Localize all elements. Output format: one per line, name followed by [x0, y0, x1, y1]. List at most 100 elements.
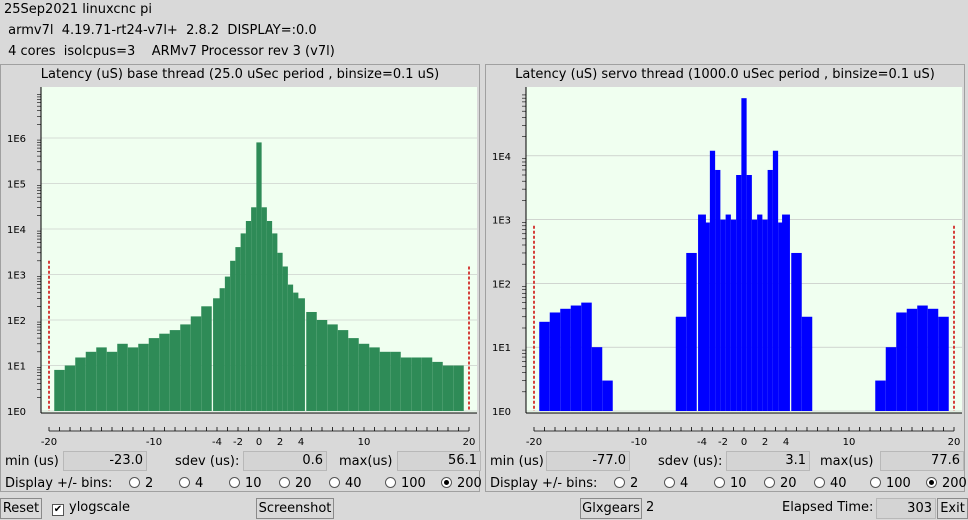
x-tick-label: 4 [298, 437, 304, 448]
bins-radio-4[interactable]: 4 [179, 476, 203, 491]
x-tick-label: -2 [718, 437, 728, 448]
bins-radio-label: 100 [886, 476, 911, 491]
bins-radio-100[interactable]: 100 [385, 476, 426, 491]
histogram-bar [442, 365, 454, 411]
histogram-bar [432, 361, 443, 411]
histogram-bar [927, 308, 939, 411]
checkbox-icon[interactable]: ✔ [52, 504, 64, 516]
bins-radio-200[interactable]: 200 [926, 476, 967, 491]
bins-label: Display +/- bins: [5, 476, 113, 491]
histogram-bar [327, 324, 338, 411]
x-tick-label: 20 [463, 437, 476, 448]
x-tick-label: 2 [277, 437, 283, 448]
histogram-bar [560, 308, 571, 411]
radio-icon[interactable] [279, 477, 290, 488]
x-tick-label: 2 [762, 437, 768, 448]
y-tick-label: 1E6 [7, 134, 26, 145]
bins-radio-20[interactable]: 20 [764, 476, 797, 491]
histogram-bar [348, 338, 359, 411]
histogram-bar [358, 343, 370, 411]
x-tick-label: -4 [212, 437, 222, 448]
bins-selector: Display +/- bins: 2 4 10 20 40 100 200 [486, 475, 967, 493]
screenshot-button[interactable]: Screenshot [256, 498, 334, 519]
bins-radio-10[interactable]: 10 [714, 476, 747, 491]
histogram-bar [698, 214, 706, 411]
bins-radio-40[interactable]: 40 [814, 476, 847, 491]
x-tick-label: -4 [697, 437, 707, 448]
radio-icon[interactable] [229, 477, 240, 488]
histogram-bar [746, 175, 752, 411]
histogram-bar [725, 214, 731, 411]
bins-radio-label: 2 [630, 476, 639, 491]
histogram-bar [875, 380, 886, 411]
histogram-bar [235, 247, 241, 411]
radio-icon[interactable] [329, 477, 340, 488]
radio-icon[interactable] [926, 477, 937, 488]
histogram-bar [421, 357, 433, 411]
bins-radio-100[interactable]: 100 [870, 476, 911, 491]
sdev-label: sdev (us): [658, 454, 723, 469]
y-tick-label: 1E4 [7, 225, 26, 236]
histogram-bar [885, 347, 897, 411]
histogram-bar [379, 351, 391, 411]
y-tick-label: 1E2 [7, 316, 26, 327]
bins-radio-20[interactable]: 20 [279, 476, 312, 491]
servo-thread-title: Latency (uS) servo thread (1000.0 uSec p… [515, 67, 935, 82]
bins-radio-2[interactable]: 2 [614, 476, 638, 491]
sdev-value: 0.6 [243, 451, 327, 471]
histogram-bar [751, 219, 758, 411]
glxgears-count: 2 [646, 500, 655, 515]
bins-radio-label: 100 [401, 476, 426, 491]
histogram-bar [369, 347, 380, 411]
x-tick-label: -20 [41, 437, 57, 448]
max-value: 56.1 [397, 451, 481, 471]
bins-radio-label: 10 [245, 476, 262, 491]
bins-radio-4[interactable]: 4 [664, 476, 688, 491]
histogram-bar [906, 308, 918, 411]
radio-icon[interactable] [714, 477, 725, 488]
x-tick-label: -20 [526, 437, 542, 448]
ylogscale-checkbox[interactable]: ✔ ylogscale [52, 500, 130, 516]
bins-radio-label: 40 [830, 476, 847, 491]
min-label: min (us) [490, 454, 544, 469]
histogram-bar [767, 169, 773, 411]
y-tick-label: 1E5 [7, 180, 26, 191]
glxgears-button[interactable]: Glxgears [580, 498, 642, 519]
radio-icon[interactable] [385, 477, 396, 488]
radio-icon[interactable] [179, 477, 190, 488]
reset-button[interactable]: Reset [0, 498, 42, 519]
radio-icon[interactable] [664, 477, 675, 488]
y-tick-label: 1E3 [7, 271, 26, 282]
min-value: -77.0 [546, 451, 630, 471]
histogram-bar [169, 330, 181, 411]
ylogscale-label: ylogscale [69, 500, 131, 515]
x-tick-label: 4 [783, 437, 789, 448]
bins-radio-200[interactable]: 200 [441, 476, 482, 491]
radio-icon[interactable] [441, 477, 452, 488]
x-tick-label: -2 [233, 437, 243, 448]
histogram-bar [772, 150, 779, 411]
bins-radio-40[interactable]: 40 [329, 476, 362, 491]
histogram-bar [762, 219, 768, 411]
histogram-bar [709, 150, 716, 411]
y-tick-label: 1E2 [492, 279, 511, 290]
radio-icon[interactable] [614, 477, 625, 488]
histogram-bar [201, 306, 212, 411]
radio-icon[interactable] [764, 477, 775, 488]
radio-icon[interactable] [814, 477, 825, 488]
bins-radio-label: 200 [457, 476, 482, 491]
bins-radio-10[interactable]: 10 [229, 476, 262, 491]
histogram-bar [917, 305, 928, 411]
histogram-bar [272, 233, 278, 411]
radio-icon[interactable] [129, 477, 140, 488]
bins-radio-label: 20 [780, 476, 797, 491]
x-tick-label: 10 [358, 437, 371, 448]
max-value: 77.6 [880, 451, 964, 471]
radio-icon[interactable] [870, 477, 881, 488]
histogram-bar [64, 365, 76, 411]
histogram-bar [782, 214, 790, 411]
histogram-bar [240, 233, 246, 411]
bins-radio-2[interactable]: 2 [129, 476, 153, 491]
exit-button[interactable]: Exit [937, 498, 968, 519]
